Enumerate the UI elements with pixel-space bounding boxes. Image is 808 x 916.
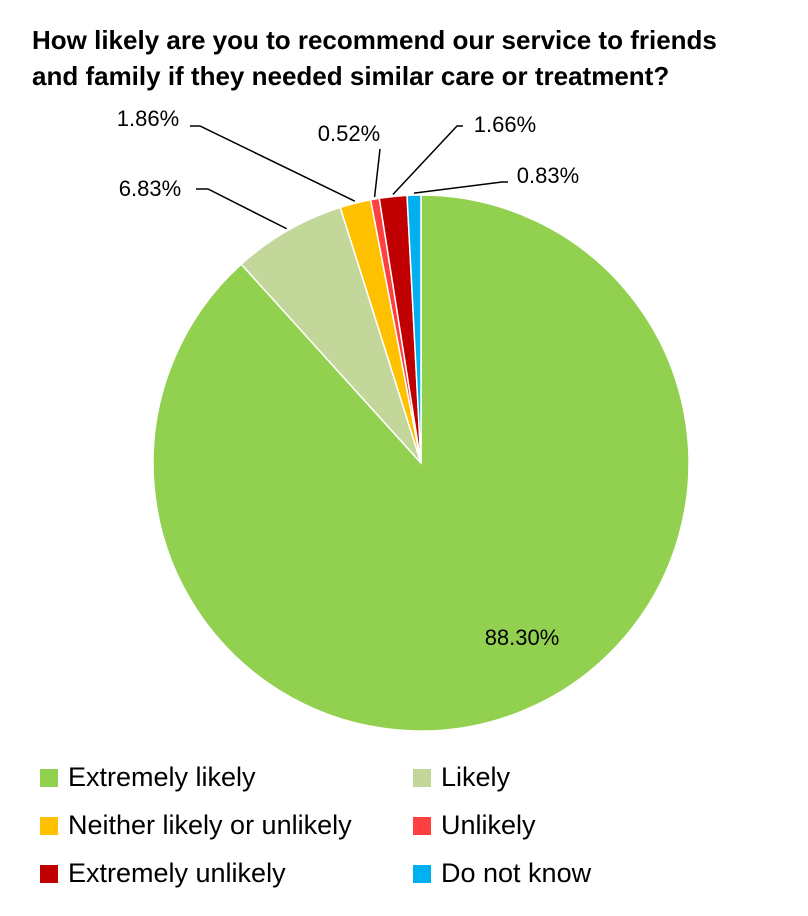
legend-item-unlikely: Unlikely	[413, 810, 536, 841]
chart-title: How likely are you to recommend our serv…	[32, 22, 782, 94]
leader-line-extremely-unlikely	[392, 125, 463, 195]
chart-title-line-2: and family if they needed similar care o…	[32, 61, 670, 91]
leader-line-do-not-know	[413, 181, 508, 194]
legend-item-neither: Neither likely or unlikely	[40, 810, 352, 841]
data-label-extremely-likely: 88.30%	[485, 625, 560, 650]
pie-slice-do-not-know	[406, 194, 422, 464]
legend-label: Neither likely or unlikely	[68, 810, 352, 840]
leader-line-likely	[196, 188, 288, 230]
data-label-do-not-know: 0.83%	[517, 163, 579, 188]
leader-line-neither-likely-or-unlikely	[190, 125, 356, 202]
data-label-unlikely: 0.52%	[318, 121, 380, 146]
legend-label: Do not know	[441, 858, 592, 888]
legend-swatch	[40, 816, 58, 835]
legend-swatch	[413, 816, 431, 835]
pie-chart: 88.30% 6.83% 1.86% 0.52% 1.66% 0.83%	[117, 106, 690, 732]
legend-swatch	[413, 768, 431, 787]
legend-label: Likely	[441, 762, 511, 792]
legend-swatch	[40, 768, 58, 787]
legend-item-extremely-unlikely: Extremely unlikely	[40, 858, 286, 889]
legend-item-do-not-know: Do not know	[413, 858, 591, 889]
legend-label: Extremely unlikely	[68, 858, 286, 888]
legend-swatch	[413, 864, 431, 883]
legend-label: Unlikely	[441, 810, 536, 840]
legend-item-extremely-likely: Extremely likely	[40, 762, 256, 793]
legend-item-likely: Likely	[413, 762, 510, 793]
pie-slice-likely	[240, 206, 422, 464]
legend-swatch	[40, 864, 58, 883]
leader-line-unlikely	[373, 148, 381, 198]
data-label-extremely-unlikely: 1.66%	[474, 112, 536, 137]
data-label-neither-likely-or-unlikely: 1.86%	[117, 106, 179, 131]
chart-title-line-1: How likely are you to recommend our serv…	[32, 25, 717, 55]
data-label-likely: 6.83%	[119, 176, 181, 201]
legend-label: Extremely likely	[68, 762, 256, 792]
